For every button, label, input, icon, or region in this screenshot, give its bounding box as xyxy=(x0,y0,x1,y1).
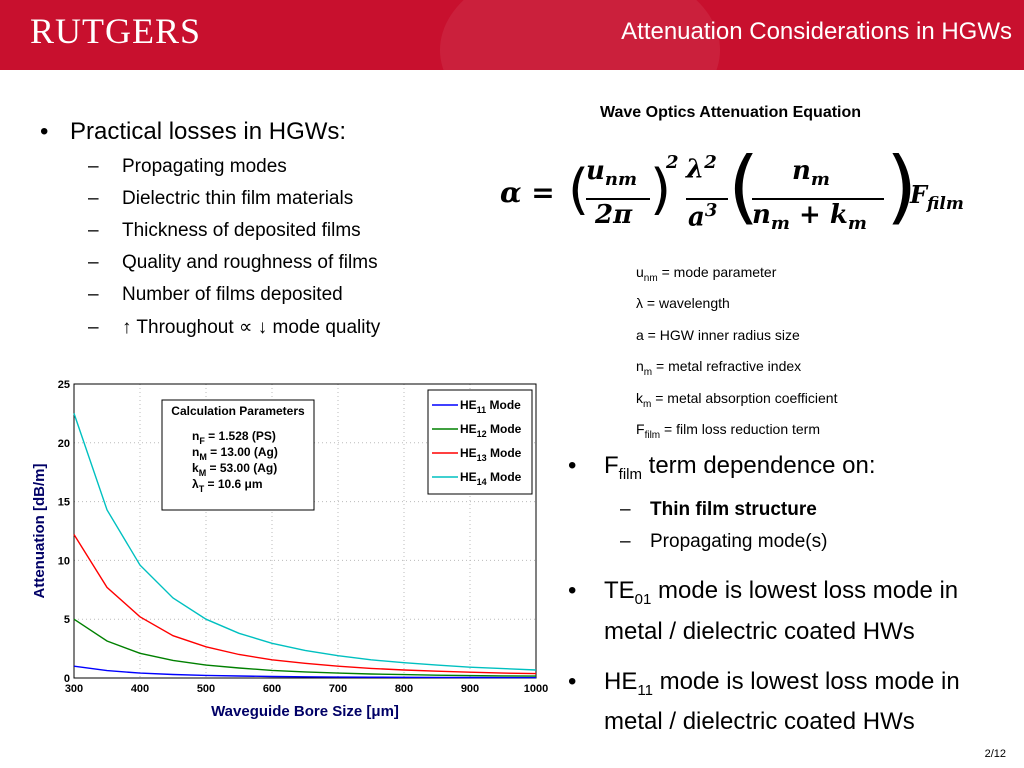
sub-bullet: – Thickness of deposited films xyxy=(88,220,361,241)
series-line-he13 xyxy=(73,534,537,675)
page-number: 2/12 xyxy=(984,748,1006,760)
y-tick-label: 25 xyxy=(58,379,70,391)
attenuation-chart: 300 400 500 600 700 800 900 1000 0 5 10 15 20 25 Waveg… xyxy=(31,379,548,720)
x-tick-label: 900 xyxy=(461,683,479,695)
y-axis-label: Attenuation [dB/m] xyxy=(31,464,48,599)
attenuation-equation: α = ( unm 2π ) 2 λ2 a3 ( nm nm + km ) Ff… xyxy=(500,140,964,235)
legend-entry: HE13 Mode xyxy=(460,446,522,463)
y-tick-label: 5 xyxy=(64,614,70,626)
x-tick-label: 1000 xyxy=(524,683,548,695)
param-line: kM = 53.00 (Ag) xyxy=(192,461,277,478)
definition-u: unm = mode parameter xyxy=(636,264,777,284)
plot-frame xyxy=(73,383,537,679)
bullet-ffilm: • Ffilm term dependence on: xyxy=(568,452,876,483)
legend-entry: HE11 Mode xyxy=(460,398,521,415)
bullet-te01: • TE01 mode is lowest loss mode in metal … xyxy=(568,576,959,645)
definition-a: a = HGW inner radius size xyxy=(636,326,800,343)
rutgers-logo: RUTGERS xyxy=(30,11,202,51)
legend-entry: HE14 Mode xyxy=(460,470,522,487)
sub-bullet: – Propagating mode(s) xyxy=(620,530,828,552)
x-tick-label: 300 xyxy=(65,683,83,695)
x-axis-label: Waveguide Bore Size [μm] xyxy=(211,703,399,720)
series-line-he14 xyxy=(73,413,537,671)
sub-bullet-text: Quality and roughness of films xyxy=(122,252,378,273)
x-tick-label: 800 xyxy=(395,683,413,695)
equation-title: Wave Optics Attenuation Equation xyxy=(600,104,862,121)
y-tick-label: 20 xyxy=(58,438,70,450)
bullet-text: Practical losses in HGWs: xyxy=(70,118,347,145)
sub-bullet-text: Thin film structure xyxy=(650,498,817,520)
bullet-dot: • xyxy=(40,118,49,145)
params-box xyxy=(161,399,315,511)
series-line-he12 xyxy=(73,618,537,677)
y-tick-label: 15 xyxy=(58,497,70,509)
sub-bullet-text: Propagating mode(s) xyxy=(650,530,828,552)
sub-bullet-text: Dielectric thin film materials xyxy=(122,188,354,209)
sub-bullet-text: Thickness of deposited films xyxy=(122,220,361,241)
param-line: nF = 1.528 (PS) xyxy=(192,429,276,446)
params-title: Calculation Parameters xyxy=(171,404,305,418)
sub-bullet: – Dielectric thin film materials xyxy=(88,188,354,209)
sub-bullet-text: Number of films deposited xyxy=(122,284,343,305)
sub-bullet-text: Propagating modes xyxy=(122,156,287,177)
x-tick-label: 400 xyxy=(131,683,149,695)
param-line: nM = 13.00 (Ag) xyxy=(192,445,278,462)
param-line: λT = 10.6 μm xyxy=(192,477,263,494)
x-tick-label: 700 xyxy=(329,683,347,695)
sub-bullet: – ↑ Throughout ∝ ↓ mode quality xyxy=(88,317,381,338)
bullet-he11: • HE11 mode is lowest loss mode in metal … xyxy=(568,667,960,736)
definition-lambda: λ = wavelength xyxy=(636,295,730,312)
legend-entry: HE12 Mode xyxy=(460,422,522,439)
definition-f: Ffilm = film loss reduction term xyxy=(636,420,821,441)
definition-n: nm = metal refractive index xyxy=(636,358,802,378)
slide-title: Attenuation Considerations in HGWs xyxy=(621,18,1012,45)
y-tick-label: 0 xyxy=(64,673,70,685)
header-bar: RUTGERS Attenuation Considerations in HG… xyxy=(0,0,1024,70)
bullet-practical-losses: • Practical losses in HGWs: xyxy=(40,118,460,146)
x-tick-label: 600 xyxy=(263,683,281,695)
sub-bullet-text: ↑ Throughout ∝ ↓ mode quality xyxy=(122,317,381,338)
crest-watermark xyxy=(440,0,720,70)
right-bullet-list: • Ffilm term dependence on: – Thin film st… xyxy=(568,450,1018,756)
definition-k: km = metal absorption coefficient xyxy=(636,389,838,410)
left-bullet-list: • Practical losses in HGWs: – Propagating … xyxy=(40,118,460,349)
sub-bullet: – Thin film structure xyxy=(620,498,817,520)
variable-definitions: unm = mode parameter λ = wavelength a = … xyxy=(636,260,837,448)
y-tick-label: 10 xyxy=(58,555,70,567)
sub-bullet: – Quality and roughness of films xyxy=(88,252,378,273)
sub-bullet: – Propagating modes xyxy=(88,156,287,177)
series-line-he11 xyxy=(73,665,536,679)
x-tick-label: 500 xyxy=(197,683,215,695)
sub-bullet: – Number of films deposited xyxy=(88,284,343,305)
